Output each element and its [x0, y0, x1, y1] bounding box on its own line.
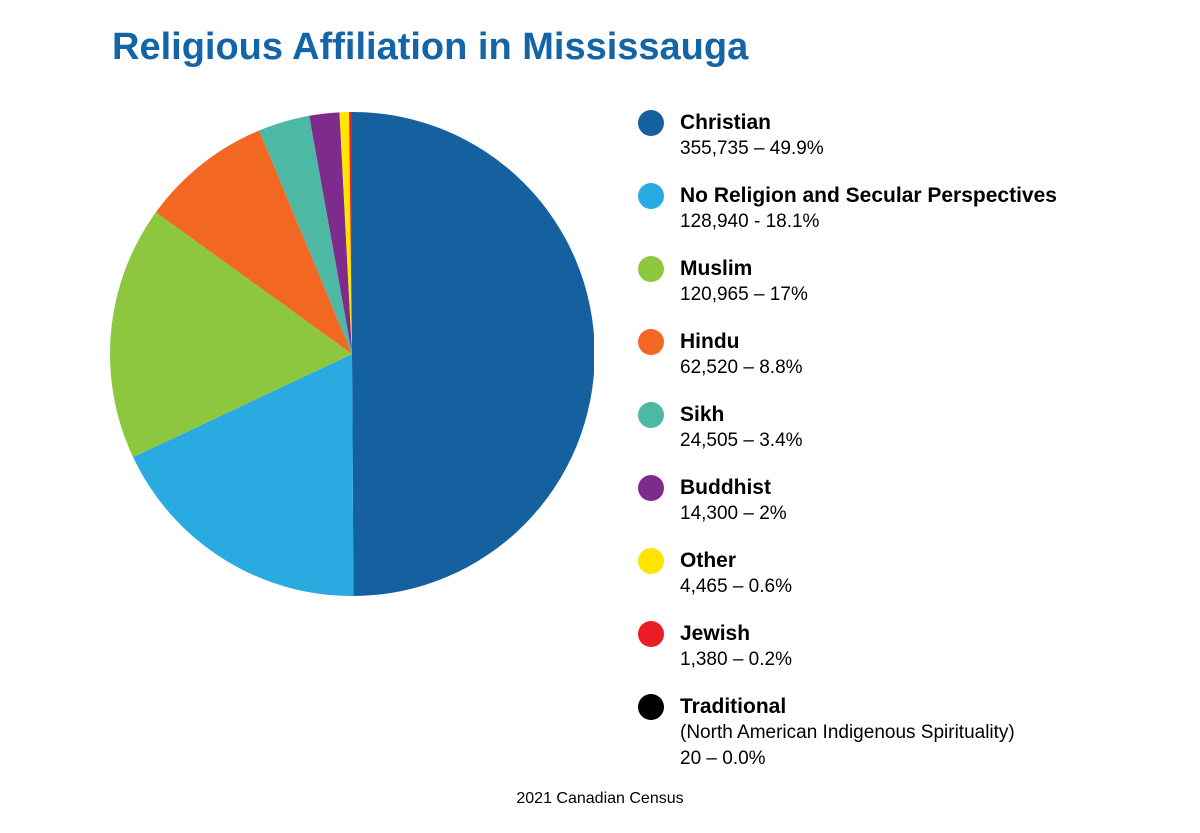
legend-item: No Religion and Secular Perspectives 128…: [638, 183, 1178, 235]
legend-swatch-icon: [638, 183, 664, 209]
pie-slice: [309, 112, 352, 355]
legend-swatch-icon: [638, 256, 664, 282]
source-caption: 2021 Canadian Census: [516, 790, 684, 807]
legend-swatch-icon: [638, 621, 664, 647]
pie-slice: [155, 130, 352, 354]
legend-swatch-icon: [638, 548, 664, 574]
legend-text: Hindu 62,520 – 8.8%: [680, 329, 803, 381]
legend-label: Muslim: [680, 257, 753, 280]
pie-slice: [259, 115, 352, 355]
legend-swatch-icon: [638, 475, 664, 501]
pie-slice: [352, 112, 594, 596]
legend-text: Muslim 120,965 – 17%: [680, 256, 808, 308]
legend-value: 120,965 – 17%: [680, 284, 808, 305]
legend-value: 355,735 – 49.9%: [680, 138, 824, 159]
pie-slice: [110, 212, 352, 458]
legend-label: Other: [680, 549, 737, 572]
pie-slice: [349, 112, 352, 354]
legend-text: Other 4,465 – 0.6%: [680, 548, 792, 600]
legend-sublabel: (North American Indigenous Spirituality): [680, 722, 1015, 743]
legend-item: Traditional (North American Indigenous S…: [638, 694, 1178, 772]
legend-swatch-icon: [638, 402, 664, 428]
pie-slice: [339, 112, 352, 354]
legend-text: Traditional (North American Indigenous S…: [680, 694, 1015, 772]
legend-text: Buddhist 14,300 – 2%: [680, 475, 787, 527]
legend-item: Other 4,465 – 0.6%: [638, 548, 1178, 600]
legend-text: No Religion and Secular Perspectives 128…: [680, 183, 1057, 235]
legend-value: 128,940 - 18.1%: [680, 211, 820, 232]
legend-item: Jewish 1,380 – 0.2%: [638, 621, 1178, 673]
legend: Christian 355,735 – 49.9% No Religion an…: [638, 110, 1178, 772]
legend-value: 20 – 0.0%: [680, 748, 766, 769]
legend-swatch-icon: [638, 329, 664, 355]
legend-label: Jewish: [680, 622, 751, 645]
legend-label: Hindu: [680, 330, 740, 353]
legend-swatch-icon: [638, 694, 664, 720]
legend-item: Muslim 120,965 – 17%: [638, 256, 1178, 308]
legend-label: Buddhist: [680, 476, 771, 499]
legend-text: Sikh 24,505 – 3.4%: [680, 402, 803, 454]
legend-value: 24,505 – 3.4%: [680, 430, 803, 451]
page-title: Religious Affiliation in Mississauga: [112, 26, 749, 68]
legend-value: 14,300 – 2%: [680, 503, 787, 524]
legend-value: 1,380 – 0.2%: [680, 649, 792, 670]
legend-swatch-icon: [638, 110, 664, 136]
legend-value: 4,465 – 0.6%: [680, 576, 792, 597]
pie-svg: [110, 112, 594, 596]
legend-item: Sikh 24,505 – 3.4%: [638, 402, 1178, 454]
legend-label: No Religion and Secular Perspectives: [680, 184, 1057, 207]
legend-value: 62,520 – 8.8%: [680, 357, 803, 378]
legend-label: Traditional: [680, 695, 787, 718]
legend-label: Christian: [680, 111, 772, 134]
legend-item: Buddhist 14,300 – 2%: [638, 475, 1178, 527]
pie-slice: [133, 354, 354, 596]
legend-item: Christian 355,735 – 49.9%: [638, 110, 1178, 162]
legend-text: Christian 355,735 – 49.9%: [680, 110, 824, 162]
legend-label: Sikh: [680, 403, 725, 426]
legend-text: Jewish 1,380 – 0.2%: [680, 621, 792, 673]
legend-item: Hindu 62,520 – 8.8%: [638, 329, 1178, 381]
pie-chart: [110, 112, 594, 596]
